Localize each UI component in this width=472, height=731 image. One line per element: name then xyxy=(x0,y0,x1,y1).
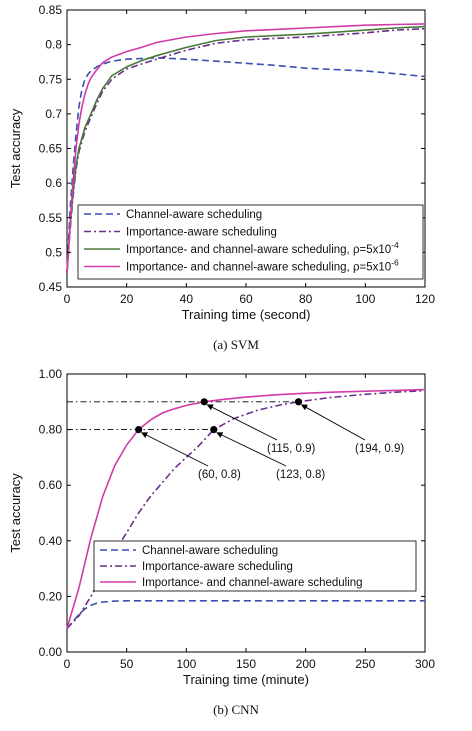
series-line-3 xyxy=(66,23,426,274)
y-tick-label: 0.65 xyxy=(39,142,63,156)
svm-y-axis-label: Test accuracy xyxy=(8,108,23,188)
annotation-label-0: (60, 0.8) xyxy=(198,469,241,481)
x-tick-label: 0 xyxy=(64,657,71,671)
y-tick-label: 1.00 xyxy=(39,367,63,381)
legend-label-exponent: -4 xyxy=(391,240,399,250)
legend-box xyxy=(77,204,424,280)
x-tick-label: 0 xyxy=(64,292,71,306)
annotation-point-3 xyxy=(294,398,303,406)
legend-label-3: Importance- and channel-aware scheduling… xyxy=(126,258,399,274)
cnn-caption: (b) CNN xyxy=(213,702,259,717)
annotation-point-1 xyxy=(210,426,218,434)
x-tick-label: 20 xyxy=(120,292,134,306)
annotation-label-2: (115, 0.9) xyxy=(267,443,316,455)
cnn-annotations: (60, 0.8) (123, 0.8) (115, 0.9) (194, 0.9) xyxy=(135,398,404,481)
legend-label-text: Importance- and channel-aware scheduling xyxy=(142,577,363,589)
cnn-x-axis-label: Training time (minute) xyxy=(183,672,309,687)
legend-label-text: Importance-aware scheduling xyxy=(142,561,293,573)
annotation-label-1: (123, 0.8) xyxy=(276,469,325,481)
svm-series-lines xyxy=(66,23,426,274)
legend-label-1: Importance-aware scheduling xyxy=(142,561,293,573)
legend-label-0: Channel-aware scheduling xyxy=(126,209,262,221)
y-tick-label: 0.40 xyxy=(39,534,63,548)
x-tick-label: 300 xyxy=(415,657,435,671)
annotation-arrow-1 xyxy=(216,432,287,467)
series-line-0 xyxy=(66,56,426,274)
y-tick-label: 0.6 xyxy=(45,176,62,190)
y-tick-label: 0.5 xyxy=(45,245,62,259)
x-tick-label: 100 xyxy=(176,657,196,671)
annotation-arrow-3 xyxy=(300,404,366,441)
y-tick-label: 0.7 xyxy=(45,107,62,121)
cnn-plot-frame xyxy=(66,373,426,653)
y-tick-label: 0.75 xyxy=(39,72,63,86)
series-line-2 xyxy=(66,388,426,629)
cnn-axis-ticks: 0 50 100 150 200 250 300 0.00 0.20 0.40 0.60 0.80 1.… xyxy=(39,367,436,671)
legend-box xyxy=(93,540,417,592)
series-line-0 xyxy=(66,600,425,629)
cnn-legend: Channel-aware scheduling Importance-aware… xyxy=(93,540,417,592)
svm-axis-ticks: 0 20 40 60 80 100 120 0.45 0.5 0.55 0.6 0.65 0.7 0.75… xyxy=(39,3,436,306)
legend-label-text: Importance-aware scheduling xyxy=(126,227,277,239)
x-tick-label: 200 xyxy=(296,657,316,671)
cnn-series-lines xyxy=(66,388,426,629)
cnn-y-axis-label: Test accuracy xyxy=(8,473,23,553)
y-tick-label: 0.00 xyxy=(39,645,63,659)
x-tick-label: 120 xyxy=(415,292,435,306)
annotation-point-2 xyxy=(200,398,208,406)
series-line-1 xyxy=(66,27,426,274)
legend-label-2: Importance- and channel-aware scheduling xyxy=(142,577,363,589)
legend-label-text: Channel-aware scheduling xyxy=(126,209,262,221)
svm-legend: Channel-aware scheduling Importance-aware… xyxy=(77,204,424,280)
legend-label-text: Importance- and channel-aware scheduling… xyxy=(126,262,391,274)
legend-label-exponent: -6 xyxy=(391,258,399,268)
x-tick-label: 50 xyxy=(120,657,134,671)
svm-panel: 0 20 40 60 80 100 120 0.45 0.5 0.55 0.6 0.65 0.7 0.75… xyxy=(8,3,435,352)
x-tick-label: 40 xyxy=(180,292,194,306)
y-tick-label: 0.45 xyxy=(39,280,63,294)
x-tick-label: 60 xyxy=(239,292,253,306)
y-tick-label: 0.80 xyxy=(39,423,63,437)
svm-x-axis-label: Training time (second) xyxy=(182,307,311,322)
y-tick-label: 0.55 xyxy=(39,211,63,225)
x-tick-label: 250 xyxy=(355,657,375,671)
series-line-1 xyxy=(66,389,426,629)
cnn-panel: (60, 0.8) (123, 0.8)(115, 0.9) (194, 0.9) … xyxy=(8,367,435,717)
annotation-arrow-2 xyxy=(206,404,278,441)
y-tick-label: 0.85 xyxy=(39,3,63,17)
y-tick-label: 0.60 xyxy=(39,478,63,492)
x-tick-label: 150 xyxy=(236,657,256,671)
y-tick-label: 0.8 xyxy=(45,38,62,52)
legend-label-text: Importance- and channel-aware scheduling… xyxy=(126,244,391,256)
annotation-label-3: (194, 0.9) xyxy=(355,443,404,455)
x-tick-label: 100 xyxy=(355,292,375,306)
annotation-arrow-0 xyxy=(141,432,209,467)
x-tick-label: 80 xyxy=(299,292,313,306)
y-tick-label: 0.20 xyxy=(39,589,63,603)
svm-caption: (a) SVM xyxy=(213,337,259,352)
series-line-2 xyxy=(66,25,426,274)
legend-label-0: Channel-aware scheduling xyxy=(142,545,278,557)
legend-label-2: Importance- and channel-aware scheduling… xyxy=(126,240,399,256)
annotation-point-0 xyxy=(135,426,143,434)
legend-label-1: Importance-aware scheduling xyxy=(126,227,277,239)
legend-label-text: Channel-aware scheduling xyxy=(142,545,278,557)
